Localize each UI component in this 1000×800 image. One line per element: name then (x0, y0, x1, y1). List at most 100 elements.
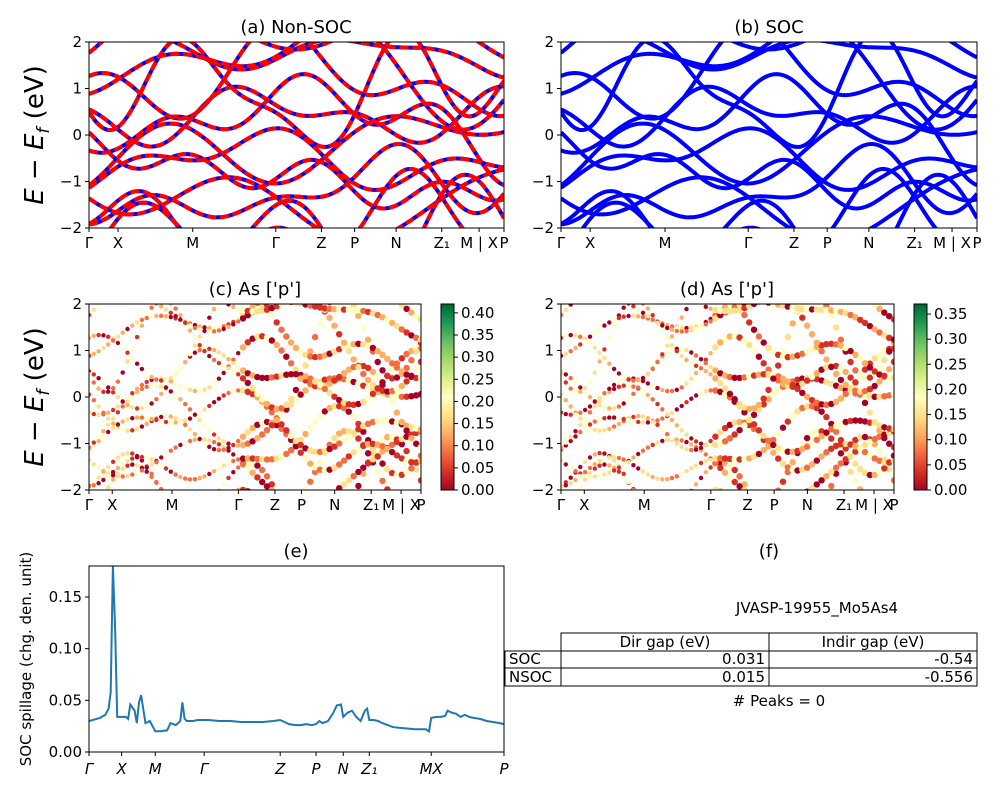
colorbar-tick-label: 0.15 (934, 406, 967, 424)
band-point (750, 411, 758, 418)
band-point (389, 294, 395, 300)
band-point (413, 374, 420, 382)
colorbar-tick-label: 0.25 (934, 355, 967, 373)
band-point (398, 435, 405, 443)
band-point (263, 456, 271, 463)
colorbar-tick-label: 0.30 (934, 330, 967, 348)
colorbar-tick-label: 0.05 (461, 459, 494, 477)
band-point (292, 437, 300, 444)
band-point (561, 484, 564, 489)
band-point (832, 470, 840, 477)
band-point (273, 405, 280, 413)
band-point (268, 311, 275, 319)
band-point (569, 503, 573, 507)
band-point (708, 438, 713, 444)
colorbar-ticks: 0.000.050.100.150.200.250.300.350.400.00… (454, 304, 967, 499)
band-point (398, 326, 405, 333)
band-point (665, 279, 669, 283)
band-point (283, 406, 290, 413)
band-point (331, 273, 337, 279)
band-point (568, 304, 573, 307)
band-point (336, 331, 343, 338)
band-point (130, 462, 135, 467)
band-point (799, 380, 806, 387)
band-line-red (89, 114, 504, 188)
band-point (207, 501, 211, 505)
band-point (655, 520, 659, 524)
band-point (192, 477, 198, 482)
band-point (823, 401, 830, 408)
band-point (832, 423, 840, 430)
band-point (278, 421, 285, 428)
band-point (120, 452, 125, 457)
band-point (145, 296, 149, 300)
band-point (640, 469, 646, 474)
band-line-blue (89, 42, 504, 60)
band-point (360, 382, 367, 389)
band-point (611, 424, 617, 429)
band-point (693, 463, 699, 468)
band-point (621, 314, 626, 319)
band-point (178, 474, 183, 480)
band-point (288, 521, 294, 527)
band-point (698, 460, 704, 466)
band-point (717, 459, 724, 466)
band-point (651, 517, 655, 521)
band-point (818, 428, 825, 435)
band-point (249, 424, 256, 432)
x-tick-label: X (579, 496, 589, 514)
band-point (616, 421, 622, 427)
band-point (578, 292, 582, 296)
band-point (403, 422, 410, 429)
band-point (236, 319, 241, 324)
band-point (645, 445, 651, 450)
band-point (125, 473, 130, 479)
band-point (159, 263, 163, 267)
band-point (616, 455, 622, 461)
band-point (890, 444, 894, 451)
band-point (173, 381, 178, 386)
band-point (784, 468, 791, 476)
band-point (268, 422, 275, 429)
band-point (660, 352, 665, 357)
band-point (178, 270, 182, 274)
band-point (403, 447, 410, 455)
band-point (231, 322, 236, 327)
band-point (755, 450, 763, 458)
band-point (355, 380, 362, 387)
band-point (106, 334, 111, 339)
band-point (183, 360, 188, 365)
band-point (587, 465, 593, 471)
x-tick-label: Γ (200, 760, 210, 778)
band-point (202, 407, 207, 412)
band-point (726, 435, 734, 442)
band-point (592, 427, 597, 432)
x-tick-label: M | X (855, 496, 893, 514)
band-point (736, 334, 743, 341)
band-point (403, 305, 410, 312)
band-point (287, 446, 295, 454)
band-point (283, 401, 290, 409)
colorbar-tick-label: 0.15 (461, 415, 494, 433)
band-point (365, 277, 371, 283)
x-tick-label: Z₁ (360, 760, 377, 778)
y-tick-label: 0.15 (49, 588, 82, 606)
band-point (336, 306, 343, 313)
band-point (254, 455, 261, 463)
band-point (217, 500, 221, 504)
band-point (573, 297, 577, 301)
band-point (168, 448, 173, 453)
band-point (674, 423, 679, 428)
band-point (236, 372, 241, 377)
band-point (403, 329, 410, 336)
band-point (650, 474, 655, 480)
band-point (866, 419, 874, 426)
band-point (413, 440, 420, 447)
band-point (120, 345, 125, 350)
band-point (847, 468, 854, 475)
band-point (602, 347, 607, 352)
band-point (852, 460, 859, 467)
band-point (144, 371, 149, 376)
band-point (139, 366, 145, 372)
band-point (674, 328, 679, 334)
